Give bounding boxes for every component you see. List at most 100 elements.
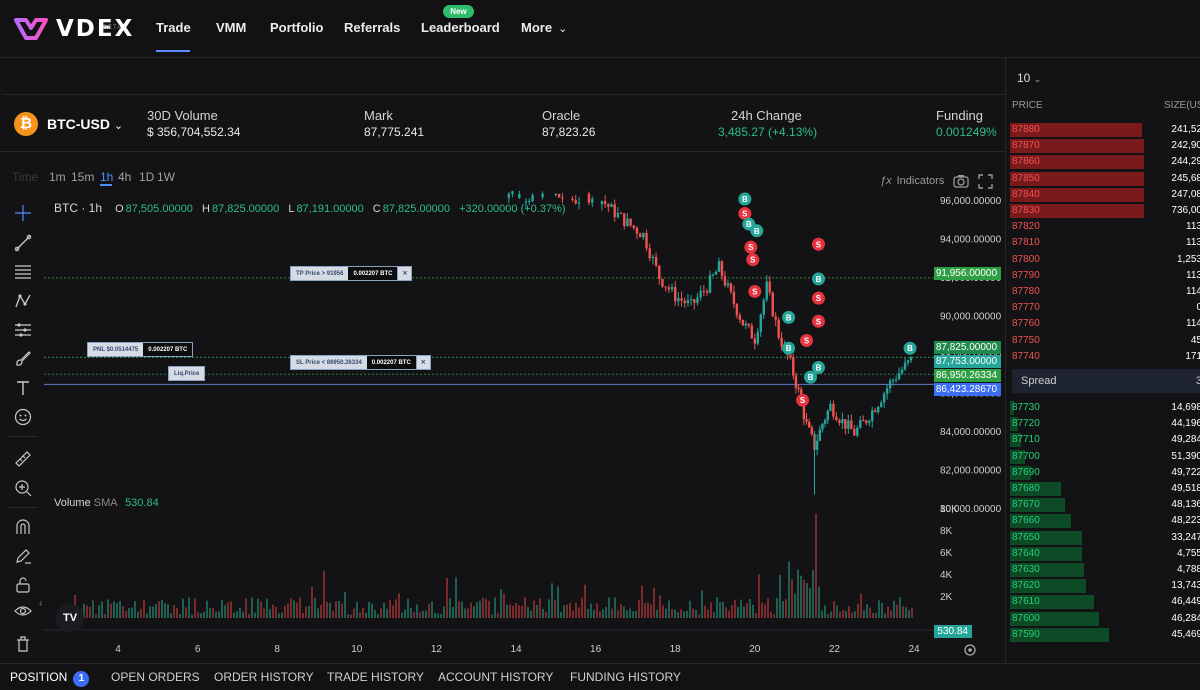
pnl-label[interactable]: PNL $0.0514475 0.002207 BTC [87,342,194,357]
price-chart[interactable]: 96,000.0000094,000.0000092,000.0000090,0… [44,190,1006,662]
bid-row[interactable]: 87610 46,449 [1010,594,1200,610]
ask-row[interactable]: 87750 45 [1010,333,1200,349]
legend-symbol: BTC · 1h [54,201,103,215]
tab-account-history[interactable]: ACCOUNT HISTORY [438,670,554,684]
ask-row[interactable]: 87840 247,08 [1010,187,1200,203]
lock-drawing-icon[interactable] [12,545,34,567]
prediction-icon[interactable] [12,319,34,341]
sell-marker[interactable] [796,393,810,407]
nav-vmm[interactable]: VMM [216,20,247,35]
bid-row[interactable]: 87600 46,284 [1010,611,1200,627]
indicators-button[interactable]: ƒx Indicators [880,175,944,187]
nav-referrals[interactable]: Referrals [344,20,401,35]
lock-icon[interactable] [12,574,34,596]
nav-more[interactable]: More ⌄ [521,20,567,35]
volume-bar [584,584,586,618]
ask-row[interactable]: 87850 245,68 [1010,171,1200,187]
sell-marker[interactable] [811,314,825,328]
crosshair-icon[interactable] [12,202,34,224]
tradingview-logo-icon[interactable]: TV [56,604,84,632]
buy-marker[interactable] [750,224,764,238]
bid-row[interactable]: 87660 48,223 [1010,513,1200,529]
sell-marker[interactable] [746,253,760,267]
sell-marker[interactable] [748,284,762,298]
close-icon[interactable]: ✕ [397,267,412,280]
bid-row[interactable]: 87620 13,743 [1010,578,1200,594]
zoom-in-icon[interactable] [12,477,34,499]
market-selector[interactable]: BTC-USD ⌄ [47,116,123,132]
bid-row[interactable]: 87690 49,722 [1010,465,1200,481]
bid-row[interactable]: 87710 49,284 [1010,432,1200,448]
tf-15m[interactable]: 15m [71,170,95,184]
volume-bar [524,597,526,618]
pattern-icon[interactable] [12,290,34,312]
depth-selector[interactable]: 10 ⌄ [1017,71,1041,85]
ruler-icon[interactable] [12,448,34,470]
logo[interactable]: VDEX [12,12,134,46]
sl-order-label[interactable]: SL Price < 86950.26334 0.002207 BTC ✕ [290,355,431,370]
bid-row[interactable]: 87650 33,247 [1010,530,1200,546]
ask-row[interactable]: 87800 1,253 [1010,252,1200,268]
trash-icon[interactable] [12,633,34,655]
emoji-icon[interactable] [12,406,34,428]
ask-row[interactable]: 87760 114 [1010,316,1200,332]
bid-row[interactable]: 87590 45,469 [1010,627,1200,643]
volume-bar [89,606,91,618]
ask-row[interactable]: 87820 113 [1010,219,1200,235]
fib-icon[interactable] [12,261,34,283]
sell-marker[interactable] [744,240,758,254]
ask-row[interactable]: 87880 241,52 [1010,122,1200,138]
buy-marker[interactable] [811,360,825,374]
ask-row[interactable]: 87810 113 [1010,235,1200,251]
tp-order-label[interactable]: TP Price > 91956 0.002207 BTC ✕ [290,266,413,281]
bid-row[interactable]: 87630 4,788 [1010,562,1200,578]
bid-row[interactable]: 87640 4,755 [1010,546,1200,562]
nav-trade[interactable]: Trade [156,20,191,35]
ask-row[interactable]: 87780 114 [1010,284,1200,300]
bid-row[interactable]: 87730 14,698 [1010,400,1200,416]
collapse-toolbar-icon[interactable]: ‹ [39,598,43,609]
text-icon[interactable] [12,377,34,399]
tf-1w[interactable]: 1W [157,170,175,184]
tf-1h[interactable]: 1h [100,170,114,184]
tab-funding-history[interactable]: FUNDING HISTORY [570,670,681,684]
sell-marker[interactable] [738,206,752,220]
bid-row[interactable]: 87700 51,390 [1010,449,1200,465]
bid-row[interactable]: 87680 49,518 [1010,481,1200,497]
buy-marker[interactable] [804,370,818,384]
sell-marker[interactable] [811,291,825,305]
sell-marker[interactable] [800,334,814,348]
tf-1d[interactable]: 1D [139,170,155,184]
buy-marker[interactable] [903,341,917,355]
camera-icon[interactable] [953,174,969,188]
ask-row[interactable]: 87740 171 [1010,349,1200,365]
buy-marker[interactable] [738,192,752,206]
bid-row[interactable]: 87720 44,196 [1010,416,1200,432]
ask-row[interactable]: 87870 242,90 [1010,138,1200,154]
nav-portfolio[interactable]: Portfolio [270,20,324,35]
trend-line-icon[interactable] [12,232,34,254]
ask-row[interactable]: 87790 113 [1010,268,1200,284]
buy-marker[interactable] [811,272,825,286]
buy-marker[interactable] [782,341,796,355]
buy-marker[interactable] [782,310,796,324]
tab-position[interactable]: POSITION 1 [10,670,90,687]
nav-leaderboard[interactable]: Leaderboard [421,20,500,35]
tf-4h[interactable]: 4h [118,170,132,184]
tf-1m[interactable]: 1m [49,170,66,184]
tab-open-orders[interactable]: OPEN ORDERS [111,670,200,684]
chart-settings-icon[interactable] [963,643,977,657]
sell-marker[interactable] [811,237,825,251]
bid-row[interactable]: 87670 48,136 [1010,497,1200,513]
brush-icon[interactable] [12,348,34,370]
tab-order-history[interactable]: ORDER HISTORY [214,670,314,684]
tab-trade-history[interactable]: TRADE HISTORY [327,670,424,684]
eye-icon[interactable] [12,600,34,622]
ask-row[interactable]: 87860 244,29 [1010,154,1200,170]
magnet-icon[interactable] [12,516,34,538]
ask-row[interactable]: 87830 736,00 [1010,203,1200,219]
close-icon[interactable]: ✕ [415,356,430,369]
volume-tick-label: 4K [940,570,953,581]
fullscreen-icon[interactable] [978,174,993,189]
ask-row[interactable]: 87770 0 [1010,300,1200,316]
